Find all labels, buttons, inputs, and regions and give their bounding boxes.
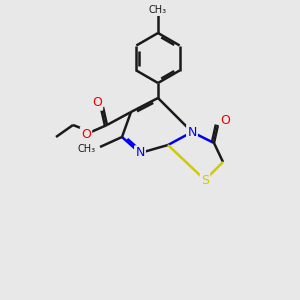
Text: O: O [81, 128, 91, 140]
Text: O: O [92, 97, 102, 110]
Text: CH₃: CH₃ [78, 144, 96, 154]
Text: O: O [220, 113, 230, 127]
Text: S: S [201, 173, 209, 187]
Text: N: N [187, 125, 197, 139]
Text: CH₃: CH₃ [149, 5, 167, 15]
Text: N: N [135, 146, 145, 160]
